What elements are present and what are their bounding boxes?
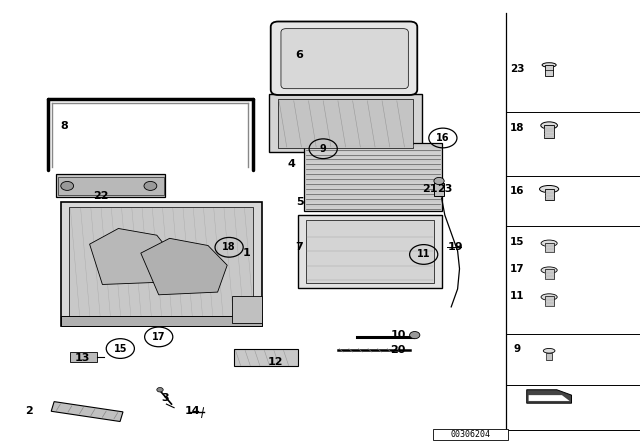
Ellipse shape — [541, 294, 557, 300]
Bar — [61, 316, 262, 326]
Text: 15: 15 — [113, 344, 127, 353]
Text: 9: 9 — [320, 144, 326, 154]
Text: 16: 16 — [510, 186, 524, 196]
Polygon shape — [527, 390, 572, 403]
Bar — [278, 99, 413, 148]
Text: 23: 23 — [437, 184, 452, 194]
Text: 6: 6 — [296, 50, 303, 60]
Text: 17: 17 — [152, 332, 166, 342]
Text: 12: 12 — [268, 357, 283, 367]
Circle shape — [410, 332, 420, 339]
Ellipse shape — [541, 267, 557, 273]
Text: 18: 18 — [510, 123, 524, 133]
Circle shape — [434, 177, 444, 185]
Bar — [58, 177, 164, 195]
Circle shape — [61, 181, 74, 190]
Bar — [545, 269, 554, 279]
Text: 9: 9 — [513, 345, 521, 354]
Bar — [234, 349, 298, 366]
Text: 20: 20 — [390, 345, 406, 355]
Ellipse shape — [540, 185, 559, 193]
Ellipse shape — [543, 349, 555, 353]
Bar — [269, 94, 422, 152]
Text: 15: 15 — [510, 237, 524, 247]
Bar — [434, 183, 444, 196]
Text: 00306204: 00306204 — [451, 430, 490, 439]
Text: 21: 21 — [422, 184, 438, 194]
FancyBboxPatch shape — [271, 22, 417, 95]
Bar — [56, 174, 165, 197]
Text: 8: 8 — [60, 121, 68, 131]
Text: 22: 22 — [93, 191, 109, 201]
Text: 11: 11 — [510, 291, 524, 301]
Polygon shape — [529, 395, 570, 401]
Ellipse shape — [541, 122, 557, 129]
Text: 14: 14 — [184, 406, 200, 416]
Text: 1: 1 — [243, 248, 250, 258]
Text: 19: 19 — [448, 242, 463, 252]
Bar — [545, 65, 553, 76]
Polygon shape — [90, 228, 173, 284]
Text: 11: 11 — [417, 250, 431, 259]
Text: 3: 3 — [161, 393, 169, 403]
Text: 18: 18 — [222, 242, 236, 252]
Bar — [545, 296, 554, 306]
Bar — [304, 143, 442, 211]
Bar — [61, 202, 262, 326]
Bar — [544, 125, 554, 138]
Polygon shape — [51, 401, 123, 422]
Bar — [232, 296, 262, 323]
Text: 4: 4 — [287, 159, 295, 168]
Text: 16: 16 — [436, 133, 450, 143]
Bar — [546, 353, 552, 360]
FancyBboxPatch shape — [281, 29, 408, 89]
Bar — [298, 215, 442, 288]
Bar — [306, 220, 434, 283]
Ellipse shape — [542, 63, 556, 67]
Circle shape — [157, 388, 163, 392]
Text: 2: 2 — [25, 406, 33, 416]
Text: 5: 5 — [296, 198, 303, 207]
Bar — [70, 352, 97, 362]
Text: 10: 10 — [390, 330, 406, 340]
Ellipse shape — [541, 240, 557, 246]
Text: 13: 13 — [74, 353, 90, 362]
Polygon shape — [141, 238, 227, 295]
Bar — [433, 429, 508, 440]
Circle shape — [144, 181, 157, 190]
Bar — [545, 189, 554, 200]
Text: 7: 7 — [296, 242, 303, 252]
Text: 23: 23 — [510, 65, 524, 74]
Bar — [545, 242, 554, 252]
Bar — [69, 207, 253, 321]
Text: 17: 17 — [510, 264, 524, 274]
